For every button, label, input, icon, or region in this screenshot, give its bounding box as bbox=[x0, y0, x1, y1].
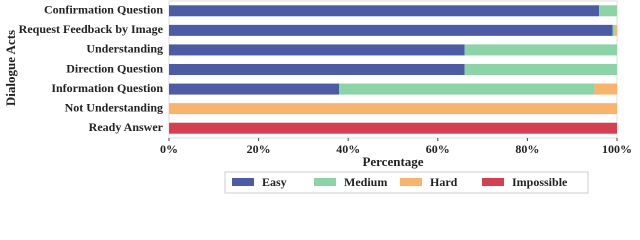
x-tick-label: 20% bbox=[247, 142, 271, 156]
chart: Dialogue Acts Percentage 0% 20% 40% 60% 80% 1… bbox=[3, 0, 632, 194]
y-tick-label: Confirmation Question bbox=[44, 3, 163, 17]
legend-label: Hard bbox=[430, 175, 458, 189]
x-tick-label: 100% bbox=[602, 142, 632, 156]
bar-segment bbox=[169, 44, 465, 56]
legend-label: Impossible bbox=[512, 175, 568, 189]
x-tick-label: 40% bbox=[336, 142, 360, 156]
x-tick-label: 80% bbox=[515, 142, 539, 156]
y-tick-label: Not Understanding bbox=[65, 100, 163, 114]
bar-segment bbox=[614, 24, 617, 36]
bar-segment bbox=[464, 44, 617, 56]
bar-segment bbox=[599, 5, 617, 17]
legend-box bbox=[224, 171, 589, 194]
bar-segment bbox=[169, 64, 465, 75]
bar-segment bbox=[339, 83, 595, 95]
legend-swatch bbox=[232, 178, 254, 186]
bar-segment bbox=[169, 24, 613, 36]
bar-segment bbox=[169, 83, 340, 95]
x-tick-label: 0% bbox=[160, 142, 178, 156]
legend-label: Medium bbox=[344, 175, 387, 189]
bar-segment bbox=[169, 122, 617, 134]
legend-swatch bbox=[314, 178, 336, 186]
bar-segment bbox=[169, 103, 617, 115]
legend-label: Easy bbox=[262, 175, 287, 189]
y-axis-label: Dialogue Acts bbox=[3, 30, 18, 106]
legend-swatch bbox=[400, 178, 422, 186]
y-tick-label: Information Question bbox=[51, 81, 163, 95]
x-tick-label: 60% bbox=[426, 142, 450, 156]
y-tick-label: Request Feedback by Image bbox=[19, 22, 164, 36]
bar-segment bbox=[612, 24, 615, 36]
x-axis-label: Percentage bbox=[362, 154, 423, 169]
bar-segment bbox=[169, 5, 600, 17]
bar-segment bbox=[464, 64, 617, 75]
y-tick-label: Understanding bbox=[86, 42, 163, 56]
legend-swatch bbox=[482, 178, 504, 186]
y-tick-label: Ready Answer bbox=[89, 120, 164, 134]
y-tick-label: Direction Question bbox=[66, 61, 163, 75]
bar-segment bbox=[594, 83, 617, 95]
